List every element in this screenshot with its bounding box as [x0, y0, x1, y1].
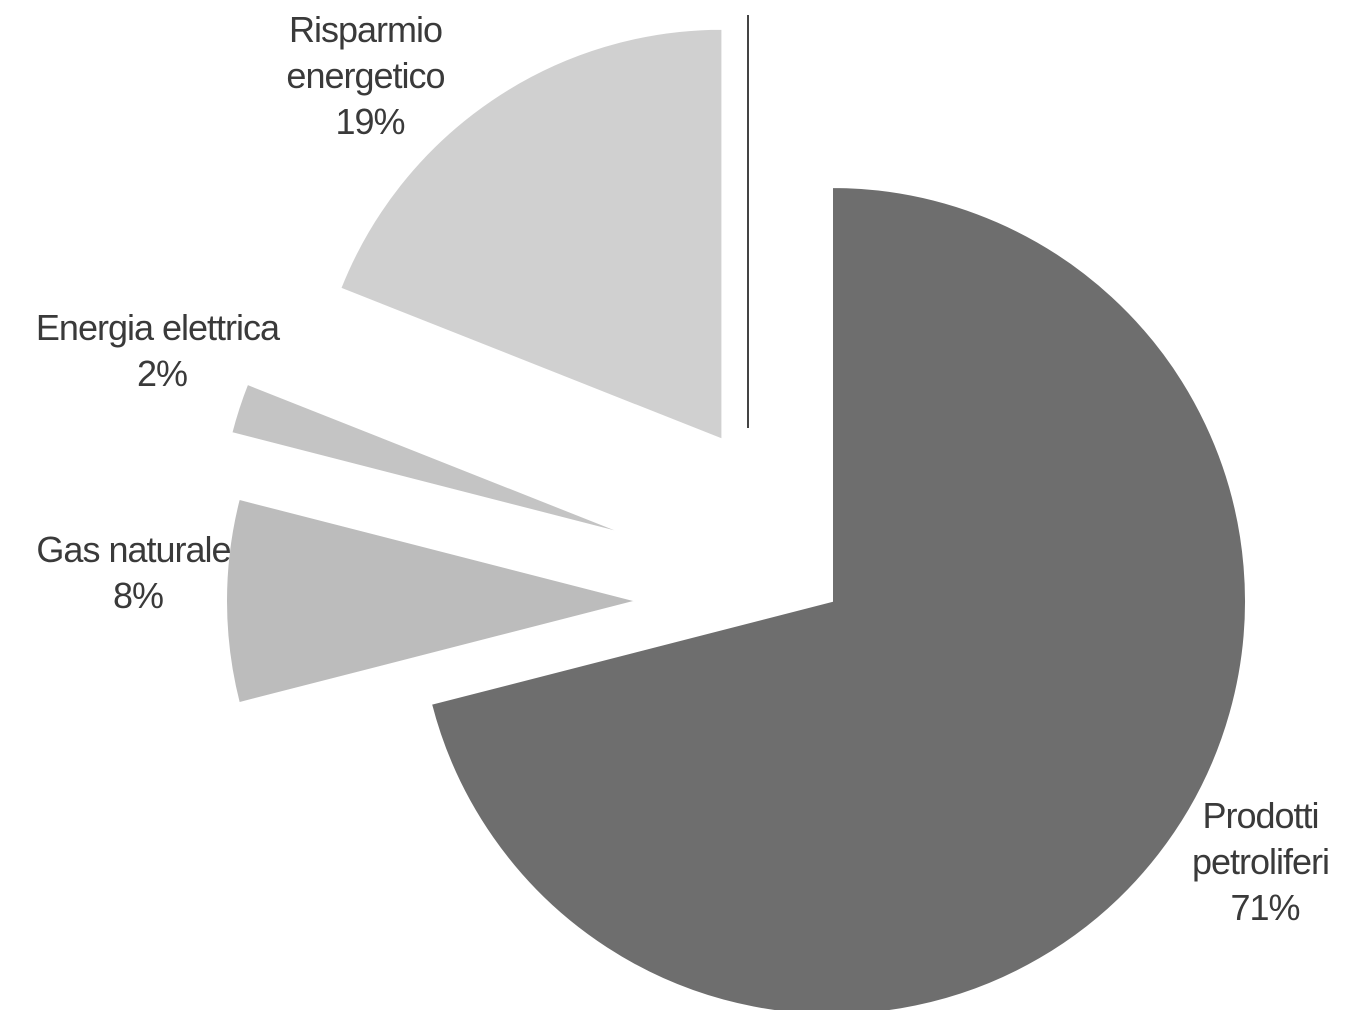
pie-slices [225, 27, 1247, 1010]
label-prodotti-line-1: Prodotti [1202, 795, 1318, 836]
label-energia-line-1: Energia elettrica [36, 307, 281, 348]
slice-energia-elettrica [230, 382, 630, 537]
label-energia-value: 2% [137, 353, 187, 394]
label-gas-value: 8% [113, 575, 163, 616]
label-energia: Energia elettrica 2% [36, 307, 288, 394]
label-prodotti-value: 71% [1230, 887, 1299, 928]
label-gas-line-1: Gas naturale [36, 529, 230, 570]
label-prodotti: Prodotti petroliferi 71% [1192, 795, 1338, 928]
label-risparmio: Risparmio energetico 19% [286, 9, 453, 142]
label-gas: Gas naturale 8% [36, 529, 239, 616]
slice-prodotti-petroliferi [429, 185, 1247, 1010]
slice-gas-naturale [225, 497, 638, 705]
label-risparmio-value: 19% [335, 101, 404, 142]
slice-risparmio-energetico [338, 27, 724, 442]
slice-labels: Prodotti petroliferi 71% Gas naturale 8%… [36, 9, 1338, 928]
label-risparmio-line-2: energetico [286, 55, 444, 96]
label-risparmio-line-1: Risparmio [289, 9, 442, 50]
label-prodotti-line-2: petroliferi [1192, 841, 1329, 882]
